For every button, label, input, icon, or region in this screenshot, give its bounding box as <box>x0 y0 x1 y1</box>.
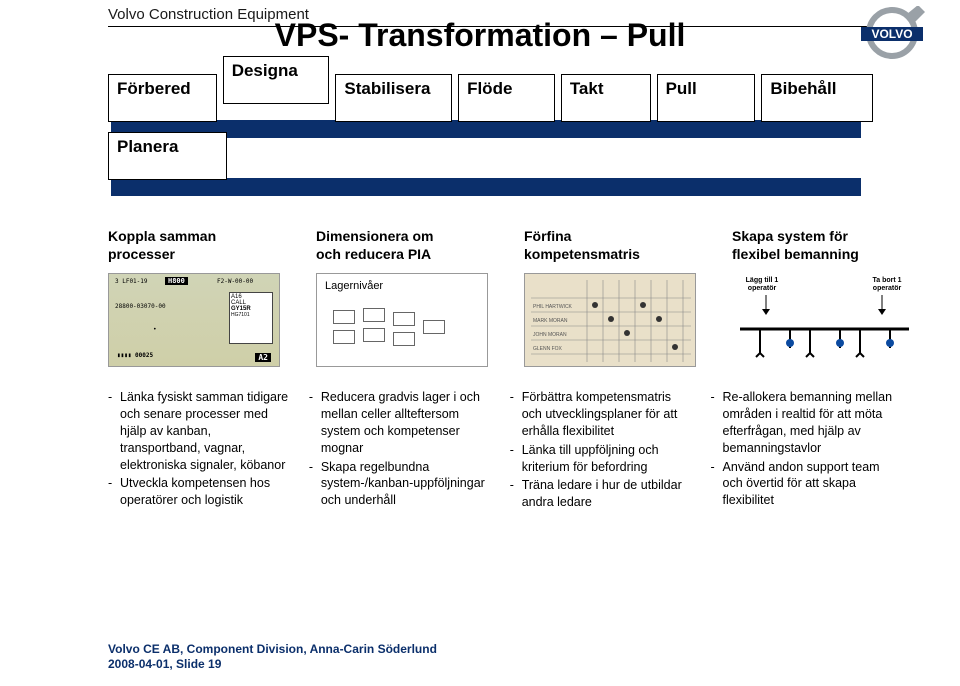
col2-h2: och reducera PIA <box>316 246 431 262</box>
col2-h1: Dimensionera om <box>316 228 433 244</box>
bullets-col-1: Länka fysiskt samman tidigare och senare… <box>108 389 291 513</box>
col1-h2: processer <box>108 246 175 262</box>
planera-bluebar <box>111 178 861 196</box>
stage-row: Förbered Designa Stabilisera Flöde Takt … <box>108 74 873 122</box>
list-item: Länka fysiskt samman tidigare och senare… <box>108 389 291 473</box>
footer-line-2: 2008-04-01, Slide 19 <box>108 657 437 672</box>
svg-text:VOLVO: VOLVO <box>871 27 912 41</box>
col-dimensionera: Dimensionera om och reducera PIA Lagerniv… <box>316 228 488 367</box>
header-rule <box>108 26 870 27</box>
list-item: Reducera gradvis lager i och mellan cell… <box>309 389 492 457</box>
list-item: Använd andon support team och övertid fö… <box>711 459 903 510</box>
stage-flode: Flöde <box>458 74 555 122</box>
stage-planera: Planera <box>108 132 227 180</box>
bullets-col-2: Reducera gradvis lager i och mellan cell… <box>309 389 492 513</box>
col-forfina: Förfinakompetensmatris PHIL HARTWICK <box>524 228 696 367</box>
inventory-levels-icon: Lagernivåer <box>316 273 488 367</box>
col4-h2: flexibel bemanning <box>732 246 859 262</box>
list-item: Skapa regelbundna system-/kanban-uppfölj… <box>309 459 492 510</box>
volvo-logo: VOLVO <box>855 6 930 61</box>
bullets-col-4: Re-allokera bemanning mellan områden i r… <box>711 389 903 513</box>
col3-h2: kompetensmatris <box>524 246 640 262</box>
stage-takt: Takt <box>561 74 651 122</box>
list-item: Utveckla kompetensen hos operatörer och … <box>108 475 291 509</box>
col1-h1: Koppla samman <box>108 228 216 244</box>
bullet-columns: Länka fysiskt samman tidigare och senare… <box>108 389 903 513</box>
kanban-card-icon: 3 LF01-19 H800 F2-W-00-00 28800-03070-00… <box>108 273 280 367</box>
bullets-col-3: Förbättra kompetensmatris och utveckling… <box>510 389 693 513</box>
list-item: Träna ledare i hur de utbildar andra led… <box>510 477 693 511</box>
stage-stabilisera: Stabilisera <box>335 74 452 122</box>
andon-line-icon: Lägg till 1operatör Ta bort 1operatör <box>732 273 917 367</box>
stage-designa: Designa <box>223 56 330 104</box>
col-koppla: Koppla samman processer 3 LF01-19 H800 F2… <box>108 228 280 367</box>
col4-h1: Skapa system för <box>732 228 848 244</box>
competence-matrix-icon: PHIL HARTWICK MARK MORAN JOHN MORAN GLEN… <box>524 273 696 367</box>
list-item: Re-allokera bemanning mellan områden i r… <box>711 389 903 457</box>
footer: Volvo CE AB, Component Division, Anna-Ca… <box>108 642 437 672</box>
mid-columns: Koppla samman processer 3 LF01-19 H800 F2… <box>108 228 903 367</box>
col3-h1: Förfina <box>524 228 571 244</box>
stage-pull: Pull <box>657 74 756 122</box>
planera-row: Planera <box>108 132 873 180</box>
col-skapa-system: Skapa system för flexibel bemanning Lägg … <box>732 228 917 367</box>
stage-forbered: Förbered <box>108 74 217 122</box>
list-item: Förbättra kompetensmatris och utveckling… <box>510 389 693 440</box>
list-item: Länka till uppföljning och kriterium för… <box>510 442 693 476</box>
lagernivaer-label: Lagernivåer <box>317 274 487 292</box>
footer-line-1: Volvo CE AB, Component Division, Anna-Ca… <box>108 642 437 657</box>
stage-bibehall: Bibehåll <box>761 74 873 122</box>
